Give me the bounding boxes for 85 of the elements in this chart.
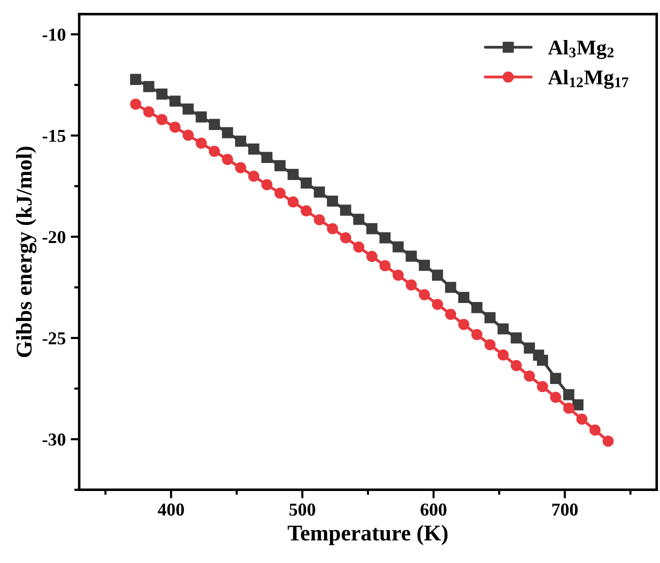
- point: [392, 241, 404, 252]
- point: [196, 138, 207, 149]
- point: [340, 204, 352, 216]
- point: [353, 214, 364, 225]
- point: [379, 232, 391, 244]
- point: [576, 414, 588, 425]
- point: [563, 389, 574, 400]
- y-tick-label: -15: [42, 130, 66, 142]
- y-tick-label: -20: [42, 231, 66, 244]
- x-tick-label: 700: [552, 504, 578, 516]
- point: [471, 302, 482, 314]
- point: [510, 332, 522, 344]
- point: [458, 292, 470, 304]
- y-tick-label: -30: [42, 433, 66, 446]
- point: [222, 127, 234, 138]
- x-tick-label: 600: [420, 504, 446, 516]
- point: [366, 223, 378, 234]
- point: [379, 260, 391, 272]
- point: [510, 360, 522, 372]
- point: [458, 318, 470, 330]
- point: [208, 118, 220, 130]
- point: [563, 402, 574, 414]
- point: [130, 98, 142, 110]
- point: [248, 170, 260, 182]
- point: [484, 339, 496, 350]
- point: [314, 186, 325, 198]
- point: [326, 223, 338, 234]
- point: [182, 103, 194, 115]
- point: [498, 323, 509, 334]
- point: [169, 96, 181, 107]
- point: [484, 312, 496, 324]
- point: [432, 298, 444, 310]
- point: [536, 354, 548, 366]
- point: [471, 328, 482, 340]
- point: [261, 152, 272, 163]
- point: [326, 196, 338, 207]
- point: [550, 372, 562, 384]
- point: [143, 106, 154, 118]
- x-axis-title: Temperature (K): [288, 524, 448, 546]
- point: [248, 144, 260, 155]
- x-tick-label: 500: [290, 504, 316, 516]
- point: [445, 282, 456, 293]
- point: [274, 160, 286, 172]
- point: [235, 162, 246, 174]
- point: [196, 111, 207, 122]
- point: [300, 178, 312, 189]
- point: [261, 179, 272, 190]
- point: [445, 308, 456, 320]
- x-tick-label: 400: [158, 504, 184, 516]
- point: [300, 205, 312, 216]
- point: [572, 399, 584, 410]
- point: [406, 250, 417, 262]
- point: [222, 154, 234, 165]
- y-tick-label: -10: [42, 28, 66, 41]
- point: [589, 424, 601, 436]
- point: [156, 114, 168, 126]
- point: [366, 250, 378, 262]
- point: [602, 436, 614, 447]
- y-tick-label: -25: [42, 332, 66, 344]
- point: [130, 74, 142, 86]
- point: [314, 214, 325, 226]
- point: [288, 168, 299, 180]
- point: [169, 122, 181, 133]
- point: [288, 196, 299, 208]
- point: [340, 232, 352, 244]
- point: [208, 146, 220, 157]
- legend-label: Al$_{12}$Mg$_{17}$: [548, 70, 628, 89]
- point: [536, 381, 548, 392]
- point: [418, 260, 430, 271]
- point: [156, 88, 168, 100]
- point: [418, 289, 430, 300]
- point: [235, 136, 246, 147]
- point: [392, 270, 404, 281]
- point: [498, 349, 509, 361]
- legend-label: Al$_{3}$Mg$_{2}$: [548, 40, 614, 60]
- point: [406, 279, 417, 290]
- y-axis-title: Gibbs energy (kJ/mol): [16, 146, 36, 358]
- point: [432, 270, 444, 281]
- point: [143, 80, 154, 92]
- point: [274, 188, 286, 199]
- point: [353, 242, 364, 253]
- point: [524, 342, 535, 354]
- point: [524, 370, 535, 382]
- point: [182, 130, 194, 141]
- point: [550, 392, 562, 403]
